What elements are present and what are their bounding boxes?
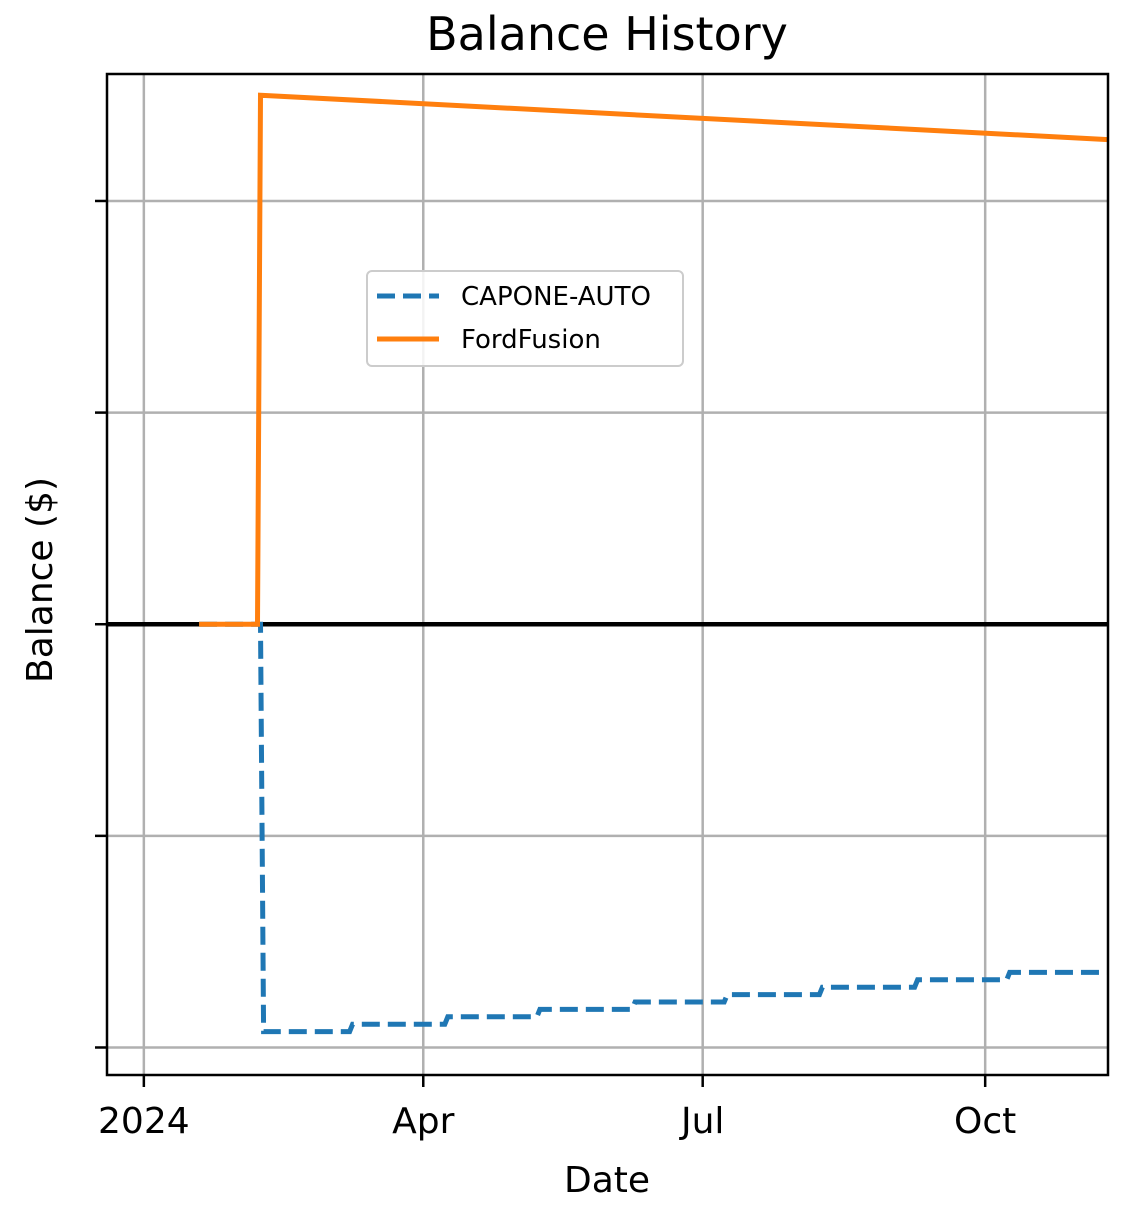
series-line-capone-auto: [199, 621, 1108, 1035]
legend-box: [366, 270, 684, 367]
legend: CAPONE-AUTO FordFusion: [366, 270, 684, 367]
x-tick-label: Oct: [954, 1101, 1016, 1142]
x-tick-label: Apr: [392, 1101, 454, 1142]
x-tick-label: Jul: [679, 1101, 724, 1142]
x-axis-label: Date: [564, 1160, 650, 1201]
ticks: 2024 Apr Jul Oct: [95, 199, 1016, 1142]
plot-frame: [105, 72, 1110, 1077]
legend-label: CAPONE-AUTO: [461, 282, 651, 312]
x-tick-label: 2024: [98, 1101, 190, 1142]
series-line-fordfusion: [199, 92, 1109, 627]
legend-label: FordFusion: [461, 325, 601, 355]
chart-title: Balance History: [426, 7, 788, 61]
series-layer: [199, 92, 1109, 1035]
y-axis-label: Balance ($): [20, 477, 61, 683]
